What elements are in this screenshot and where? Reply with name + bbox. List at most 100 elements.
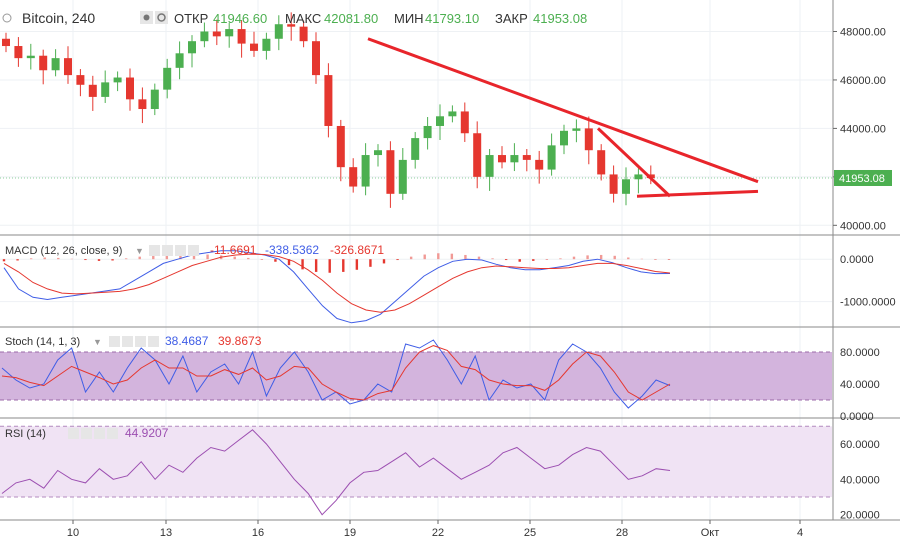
macd-hist-bar bbox=[369, 259, 372, 267]
candle-body bbox=[200, 31, 209, 42]
high-label: МАКС bbox=[285, 11, 321, 26]
rsi-band bbox=[0, 426, 832, 498]
macd-hist-bar bbox=[491, 258, 494, 260]
macd-hist-bar bbox=[667, 259, 671, 260]
candle-body bbox=[535, 159, 544, 170]
macd-hist-bar bbox=[559, 258, 562, 260]
macd-tick-label: 0.0000 bbox=[840, 254, 874, 266]
x-tick-label: Окт bbox=[701, 527, 720, 539]
candle-body bbox=[299, 26, 308, 42]
candle-body bbox=[336, 125, 345, 168]
macd-hist-bar bbox=[437, 253, 440, 260]
candle-body bbox=[473, 133, 482, 177]
x-tick-label: 25 bbox=[524, 527, 536, 539]
rsi-tick-label: 60.0000 bbox=[840, 439, 880, 451]
candle-body bbox=[113, 77, 122, 83]
x-tick-label: 19 bbox=[344, 527, 356, 539]
macd-hist-bar bbox=[57, 257, 60, 260]
candle-body bbox=[361, 155, 370, 187]
settings-icon[interactable] bbox=[155, 11, 168, 24]
rsi-eye-icon[interactable] bbox=[68, 428, 79, 439]
macd-hist-bar bbox=[97, 259, 101, 261]
x-tick-label: 13 bbox=[160, 527, 172, 539]
price-tick-label: 48000.00 bbox=[840, 26, 886, 38]
macd-more-icon[interactable] bbox=[188, 245, 199, 256]
macd-dropdown-icon[interactable]: ▼ bbox=[135, 246, 144, 256]
eye-icon[interactable] bbox=[140, 11, 153, 24]
candle-body bbox=[622, 179, 630, 194]
low-value: 41793.10 bbox=[425, 11, 479, 26]
candle-body bbox=[560, 130, 568, 146]
macd-hist-bar bbox=[206, 254, 209, 260]
candle-body bbox=[349, 167, 358, 187]
macd-hist-bar bbox=[301, 259, 304, 270]
price-candles bbox=[2, 12, 655, 208]
macd-hist-bar bbox=[423, 254, 426, 260]
macd-hist-bar bbox=[179, 254, 182, 260]
macd-close-icon[interactable] bbox=[175, 245, 186, 256]
legends: Bitcoin, 240 ОТКР 41946.60 МАКС 42081.80… bbox=[2, 10, 587, 440]
rsi-title: RSI (14) bbox=[5, 428, 46, 440]
candle-body bbox=[14, 46, 23, 59]
macd-hist-bar bbox=[396, 259, 399, 261]
price-header: Bitcoin, 240 ОТКР 41946.60 МАКС 42081.80… bbox=[2, 10, 587, 26]
candle-body bbox=[76, 75, 85, 85]
candle-body bbox=[460, 111, 469, 134]
candle-body bbox=[88, 84, 97, 97]
macd-hist-bar bbox=[152, 255, 155, 260]
macd-hist-bar bbox=[287, 259, 291, 266]
collapse-dot-icon[interactable] bbox=[2, 13, 12, 23]
macd-pane bbox=[2, 250, 671, 324]
macd-hist-bar bbox=[382, 259, 386, 264]
candle-body bbox=[51, 58, 60, 71]
candle-body bbox=[324, 75, 333, 126]
macd-settings-icon[interactable] bbox=[162, 245, 173, 256]
macd-hist-bar bbox=[355, 259, 359, 270]
x-tick-label: 28 bbox=[616, 527, 628, 539]
trendlines bbox=[367, 37, 759, 198]
candle-body bbox=[609, 174, 618, 194]
candle-body bbox=[150, 89, 159, 110]
rsi-legend: RSI (14) 44.9207 bbox=[5, 426, 169, 440]
macd-title: MACD (12, 26, close, 9) bbox=[5, 245, 122, 257]
rsi-more-icon[interactable] bbox=[107, 428, 118, 439]
rsi-settings-icon[interactable] bbox=[81, 428, 92, 439]
macd-hist-bar bbox=[84, 259, 87, 261]
macd-hist-bar bbox=[504, 259, 508, 261]
signal-line bbox=[3, 253, 671, 313]
x-tick-label: 4 bbox=[797, 527, 803, 539]
candle-body bbox=[126, 77, 134, 100]
stoch-eye-icon[interactable] bbox=[109, 336, 120, 347]
rsi-tick-label: 20.0000 bbox=[840, 510, 880, 522]
rsi-tick-label: 40.0000 bbox=[840, 474, 880, 486]
macd-hist-value: -11.6691 bbox=[210, 243, 257, 257]
grid-lines bbox=[0, 0, 832, 520]
candle-body bbox=[101, 82, 110, 97]
macd-signal-value: -326.8671 bbox=[330, 243, 384, 257]
trendline bbox=[596, 127, 672, 198]
candle-body bbox=[423, 125, 432, 139]
macd-hist-bar bbox=[450, 253, 454, 260]
candle-body bbox=[39, 55, 48, 71]
open-label: ОТКР bbox=[174, 11, 208, 26]
candle-body bbox=[485, 155, 494, 177]
macd-eye-icon[interactable] bbox=[149, 245, 160, 256]
candle-body bbox=[448, 111, 457, 117]
candle-body bbox=[411, 138, 420, 160]
stoch-close-icon[interactable] bbox=[135, 336, 146, 347]
macd-hist-bar bbox=[572, 256, 576, 260]
macd-macd-value: -338.5362 bbox=[265, 243, 319, 257]
macd-hist-bar bbox=[314, 259, 318, 272]
candle-body bbox=[250, 43, 258, 51]
x-tick-label: 22 bbox=[432, 527, 444, 539]
rsi-close-icon[interactable] bbox=[94, 428, 105, 439]
stoch-dropdown-icon[interactable]: ▼ bbox=[93, 337, 102, 347]
macd-hist-bar bbox=[2, 259, 6, 262]
rsi-line bbox=[1, 429, 671, 516]
macd-hist-bar bbox=[29, 258, 33, 260]
candle-body bbox=[597, 150, 606, 175]
stoch-settings-icon[interactable] bbox=[122, 336, 133, 347]
stoch-more-icon[interactable] bbox=[148, 336, 159, 347]
macd-tick-label: -1000.0000 bbox=[840, 297, 896, 309]
